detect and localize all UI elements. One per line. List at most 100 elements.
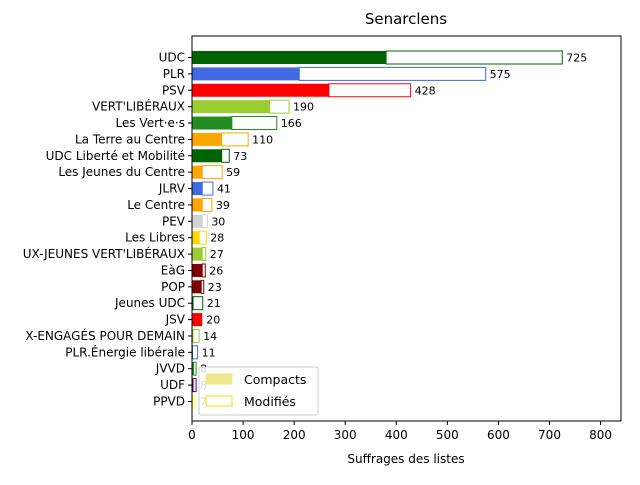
legend-swatch-compacts	[205, 373, 233, 385]
y-tick-label: La Terre au Centre	[75, 132, 185, 146]
y-tick-label: UDF	[160, 378, 185, 392]
y-tick-label: UDC	[159, 51, 185, 65]
x-tick-label: 700	[538, 428, 561, 442]
bar-compacts	[192, 247, 203, 261]
bar-modifies	[201, 263, 206, 278]
bar-modifies	[269, 99, 290, 114]
legend-swatch-modifies	[205, 395, 233, 407]
y-tick-label: Les Vert·e·s	[116, 116, 186, 130]
y-tick-label: Les Libres	[125, 231, 185, 245]
legend: Compacts Modifiés	[198, 366, 319, 416]
bar-compacts	[192, 116, 232, 130]
data-label: 73	[233, 150, 247, 163]
bar-compacts	[192, 198, 203, 212]
labels-layer: 725 575 428 190 166 110 73 59 41 39 30 28 27 26 23 21 20…	[200, 52, 588, 409]
y-tick-label: PPVD	[153, 394, 185, 408]
y-tick-label: PSV	[162, 83, 186, 97]
y-tick-label: JVVD	[155, 362, 185, 376]
bar-modifies	[298, 66, 487, 81]
y-tick-label: JLRV	[158, 182, 186, 196]
bar-modifies	[231, 116, 278, 131]
bar-modifies	[192, 394, 197, 409]
data-label: 41	[217, 183, 231, 196]
bar-compacts	[192, 378, 194, 392]
x-tick-label: 0	[188, 428, 196, 442]
bar-modifies	[192, 328, 200, 343]
x-tick-label: 200	[283, 428, 306, 442]
y-tick-label: Jeunes UDC	[114, 296, 185, 310]
bar-compacts	[192, 165, 203, 179]
bar-modifies	[201, 165, 223, 180]
bar-modifies	[192, 345, 199, 360]
bar-modifies	[201, 197, 213, 212]
bar-compacts	[192, 67, 300, 81]
bar-compacts	[192, 214, 203, 228]
x-tick-label: 800	[589, 428, 612, 442]
x-tick-label: 100	[232, 428, 255, 442]
y-tick-label: JSV	[165, 313, 186, 327]
x-tick-label: 600	[487, 428, 510, 442]
bar-modifies	[201, 214, 208, 229]
bar-modifies	[198, 230, 207, 245]
legend-label-modifies: Modifiés	[244, 394, 296, 409]
x-tick-label: 500	[436, 428, 459, 442]
chart-title: Senarclens	[365, 10, 447, 28]
data-label: 39	[216, 199, 230, 212]
data-label: 190	[293, 101, 314, 114]
bar-modifies	[221, 132, 249, 147]
y-tick-label: Les Jeunes du Centre	[58, 165, 185, 179]
bar-compacts	[192, 313, 203, 327]
x-tick-label: 300	[334, 428, 357, 442]
data-label: 26	[209, 264, 223, 277]
data-label: 21	[207, 297, 221, 310]
bar-compacts	[192, 100, 270, 114]
bar-modifies	[328, 83, 412, 98]
bar-compacts	[192, 51, 387, 64]
bar-modifies	[201, 181, 214, 196]
data-label: 166	[281, 117, 302, 130]
y-tick-label: Le Centre	[127, 198, 185, 212]
data-label: 11	[202, 346, 216, 359]
data-label: 28	[210, 232, 224, 245]
data-label: 59	[226, 166, 240, 179]
y-tick-label: PEV	[162, 214, 186, 228]
data-label: 23	[208, 281, 222, 294]
data-label: 575	[490, 68, 511, 81]
bar-compacts	[192, 296, 194, 310]
y-axis: UDC PLR PSV VERT'LIBÉRAUX Les Vert·e·s La Ter…	[23, 51, 192, 408]
bar-compacts	[192, 231, 200, 245]
bar-modifies	[221, 148, 230, 163]
y-tick-label: PLR	[163, 67, 185, 81]
bar-modifies	[385, 50, 563, 65]
x-axis-title: Suffrages des listes	[347, 452, 464, 466]
bar-compacts	[192, 394, 194, 408]
x-tick-label: 400	[385, 428, 408, 442]
y-tick-label: POP	[161, 280, 185, 294]
bar-compacts	[192, 182, 203, 196]
data-label: 30	[211, 215, 225, 228]
bar-compacts	[192, 329, 194, 343]
data-label: 725	[566, 52, 587, 65]
bar-modifies	[193, 361, 197, 376]
data-label: 110	[252, 133, 273, 146]
bar-compacts	[192, 83, 329, 97]
bar-compacts	[192, 132, 222, 146]
y-tick-label: EàG	[161, 263, 185, 277]
y-tick-label: PLR.Énergie libérale	[65, 344, 185, 359]
bar-compacts	[192, 280, 202, 294]
bars-layer	[192, 50, 563, 409]
data-label: 14	[203, 330, 217, 343]
bar-modifies	[192, 296, 204, 311]
y-tick-label: X-ENGAGÉS POUR DEMAIN	[25, 328, 185, 343]
data-label: 428	[415, 84, 436, 97]
data-label: 20	[206, 314, 220, 327]
bar-compacts	[192, 149, 222, 163]
y-tick-label: VERT'LIBÉRAUX	[92, 99, 185, 114]
plot-frame	[191, 35, 622, 422]
x-axis: 0 100 200 300 400 500 600 700 800	[188, 421, 612, 442]
bar-modifies	[192, 378, 197, 393]
bar-modifies	[200, 279, 205, 294]
data-label: 27	[210, 248, 224, 261]
